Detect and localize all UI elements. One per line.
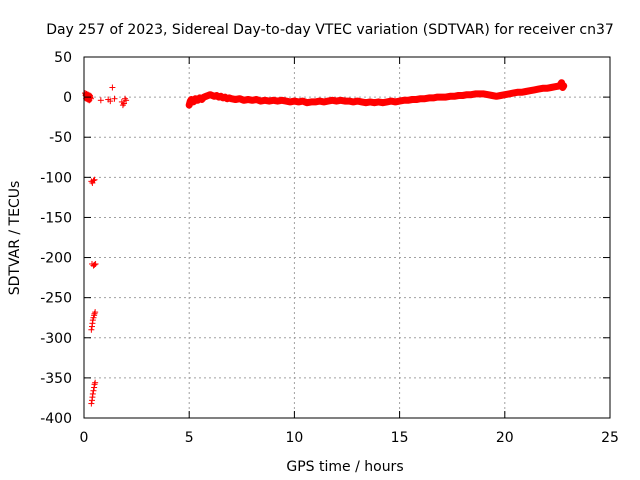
data-point (91, 176, 98, 183)
data-point (92, 379, 99, 386)
data-point (107, 98, 114, 105)
y-tick-label: -50 (49, 130, 72, 146)
data-point (89, 390, 96, 397)
grid (84, 57, 610, 418)
y-ticks: 50 0 -50 -100 -150 -200 -250 -300 -350 -400 (40, 50, 610, 427)
data-point (97, 97, 104, 104)
data-point (88, 326, 95, 333)
y-tick-label: 50 (54, 50, 72, 66)
data-point (92, 260, 99, 267)
x-tick-label: 5 (185, 430, 194, 446)
y-tick-label: -200 (40, 251, 72, 267)
data-point (88, 400, 95, 407)
data-point (109, 84, 116, 91)
x-tick-label: 20 (496, 430, 514, 446)
data-point (90, 177, 97, 184)
y-tick-label: -350 (40, 371, 72, 387)
chart-title: Day 257 of 2023, Sidereal Day-to-day VTE… (46, 22, 614, 38)
data-points (82, 79, 568, 407)
y-tick-label: -400 (40, 411, 72, 427)
x-axis-label: GPS time / hours (286, 459, 403, 475)
data-point (91, 261, 98, 268)
x-tick-label: 15 (391, 430, 409, 446)
y-tick-label: -150 (40, 210, 72, 226)
data-point (92, 309, 99, 316)
y-tick-label: -300 (40, 331, 72, 347)
y-tick-label: -100 (40, 170, 72, 186)
y-tick-label: 0 (63, 90, 72, 106)
plot-frame (83, 56, 611, 419)
data-point (111, 95, 118, 102)
data-point (120, 100, 127, 107)
data-point (90, 387, 97, 394)
x-tick-label: 0 (80, 430, 89, 446)
x-ticks: 0 5 10 15 20 25 (80, 57, 619, 446)
y-axis-label: SDTVAR / TECUs (7, 181, 23, 296)
y-tick-label: -250 (40, 291, 72, 307)
x-tick-label: 25 (601, 430, 619, 446)
data-series-band (185, 79, 568, 109)
x-tick-label: 10 (285, 430, 303, 446)
data-point (123, 97, 130, 104)
